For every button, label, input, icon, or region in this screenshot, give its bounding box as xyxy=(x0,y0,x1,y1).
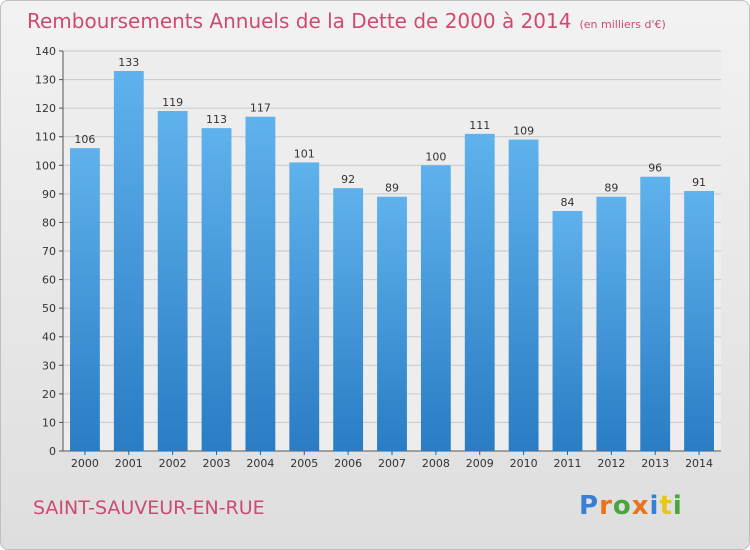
x-tick-label: 2001 xyxy=(115,457,143,470)
bar xyxy=(596,196,627,451)
y-tick-label: 10 xyxy=(42,416,56,429)
logo-letter: i xyxy=(672,491,683,521)
y-tick-label: 30 xyxy=(42,359,56,372)
y-tick-label: 130 xyxy=(35,74,56,87)
bar xyxy=(552,211,583,451)
x-tick-label: 2005 xyxy=(290,457,318,470)
place-name: SAINT-SAUVEUR-EN-RUE xyxy=(33,497,265,519)
y-tick-label: 40 xyxy=(42,331,56,344)
bar xyxy=(289,162,320,451)
x-tick-label: 2013 xyxy=(641,457,669,470)
x-tick-label: 2011 xyxy=(553,457,581,470)
x-tick-label: 2009 xyxy=(466,457,494,470)
x-tick-label: 2003 xyxy=(203,457,231,470)
unit-subtitle: (en milliers d'€) xyxy=(579,18,666,31)
bar xyxy=(113,71,144,451)
bar xyxy=(684,191,714,451)
x-tick-label: 2008 xyxy=(422,457,450,470)
title-text: Remboursements Annuels de la Dette de 20… xyxy=(27,9,572,33)
bar xyxy=(333,188,364,451)
logo-letter: t xyxy=(659,491,673,521)
bar xyxy=(464,133,495,451)
x-tick-label: 2010 xyxy=(510,457,538,470)
bar-value-label: 109 xyxy=(513,125,534,138)
x-tick-label: 2004 xyxy=(246,457,274,470)
chart-title: Remboursements Annuels de la Dette de 20… xyxy=(27,9,666,33)
proxiti-logo: Proxiti xyxy=(579,491,683,521)
bar-value-label: 119 xyxy=(162,96,183,109)
logo-letter: r xyxy=(599,491,613,521)
bar-value-label: 113 xyxy=(206,113,227,126)
x-tick-label: 2014 xyxy=(685,457,713,470)
bar-value-label: 89 xyxy=(385,182,399,195)
logo-letter: i xyxy=(649,491,660,521)
bar-value-label: 133 xyxy=(118,56,139,69)
bar-value-label: 84 xyxy=(560,196,574,209)
bar-value-label: 106 xyxy=(74,133,95,146)
x-tick-label: 2002 xyxy=(159,457,187,470)
y-tick-label: 70 xyxy=(42,245,56,258)
bar-value-label: 101 xyxy=(294,147,315,160)
bar-value-label: 89 xyxy=(604,182,618,195)
y-tick-label: 0 xyxy=(49,445,56,458)
bar xyxy=(201,128,232,451)
bar-value-label: 100 xyxy=(425,150,446,163)
bar-value-label: 111 xyxy=(469,119,490,132)
x-tick-label: 2012 xyxy=(597,457,625,470)
bar-value-label: 92 xyxy=(341,173,355,186)
y-tick-label: 110 xyxy=(35,131,56,144)
y-tick-label: 100 xyxy=(35,159,56,172)
y-tick-label: 80 xyxy=(42,216,56,229)
y-tick-label: 140 xyxy=(35,45,56,58)
bar xyxy=(245,116,276,451)
bar xyxy=(508,139,539,452)
logo-letter: o xyxy=(612,491,632,521)
bar-value-label: 91 xyxy=(692,176,706,189)
x-tick-label: 2007 xyxy=(378,457,406,470)
logo-letter: P xyxy=(579,491,600,521)
x-tick-label: 2000 xyxy=(71,457,99,470)
bar-value-label: 96 xyxy=(648,162,662,175)
y-tick-label: 90 xyxy=(42,188,56,201)
logo-letter: x xyxy=(631,491,650,521)
y-tick-label: 60 xyxy=(42,274,56,287)
bar xyxy=(420,165,451,452)
bar xyxy=(157,111,188,451)
x-tick-label: 2006 xyxy=(334,457,362,470)
bar xyxy=(640,176,671,451)
bar xyxy=(377,196,407,451)
y-tick-label: 50 xyxy=(42,302,56,315)
bar xyxy=(70,148,100,451)
y-tick-label: 20 xyxy=(42,388,56,401)
bar-value-label: 117 xyxy=(250,102,271,115)
y-tick-label: 120 xyxy=(35,102,56,115)
